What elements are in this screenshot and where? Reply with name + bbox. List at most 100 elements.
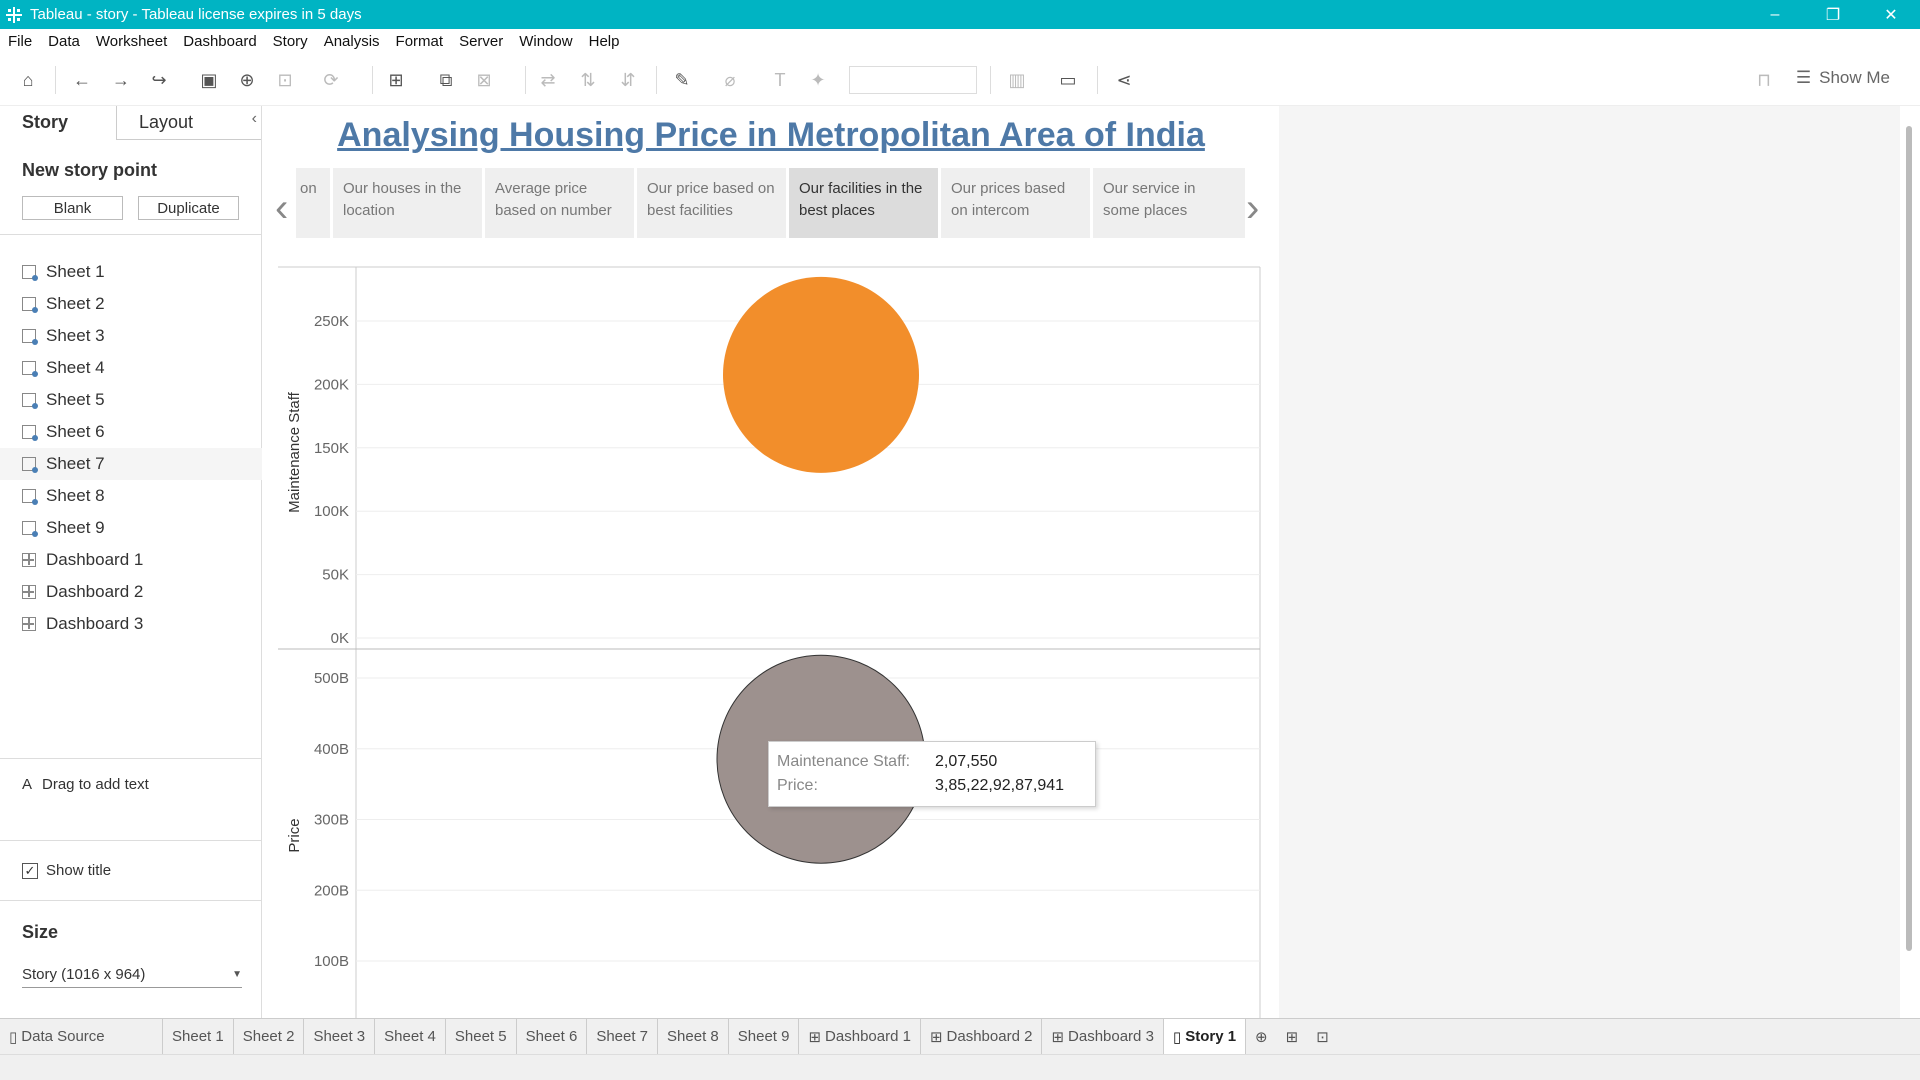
dashboard-item-1[interactable]: Dashboard 1 bbox=[0, 544, 262, 576]
tab-story-1[interactable]: ▯ Story 1 bbox=[1163, 1018, 1247, 1055]
data-point-circle bbox=[723, 276, 919, 473]
new-dashboard-tab-icon[interactable]: ⊞ bbox=[1285, 1028, 1299, 1046]
tab-sheet-7[interactable]: Sheet 7 bbox=[587, 1018, 659, 1055]
dashboard-label: Dashboard 2 bbox=[46, 582, 144, 601]
tab-sheet-1[interactable]: Sheet 1 bbox=[163, 1018, 234, 1055]
y-tick-label: 400B bbox=[314, 741, 349, 758]
show-cards-icon[interactable]: ▥ bbox=[1008, 69, 1026, 90]
home-icon[interactable]: ⌂ bbox=[22, 69, 34, 90]
menu-bar: File Data Worksheet Dashboard Story Anal… bbox=[0, 29, 1920, 54]
save-icon[interactable]: ▣ bbox=[200, 69, 218, 90]
tab-sheet-5[interactable]: Sheet 5 bbox=[446, 1018, 517, 1055]
tab-dashboard-3[interactable]: ⊞ Dashboard 3 bbox=[1042, 1018, 1164, 1055]
group-icon[interactable]: ⌀ bbox=[724, 69, 736, 90]
tab-sheet-8[interactable]: Sheet 8 bbox=[658, 1018, 729, 1055]
tab-sheet-3[interactable]: Sheet 3 bbox=[304, 1018, 376, 1055]
sort-ascending-icon[interactable]: ⇅ bbox=[580, 69, 596, 90]
title-bar: Tableau - story - Tableau license expire… bbox=[0, 0, 1920, 29]
dashboard-item-3[interactable]: Dashboard 3 bbox=[0, 608, 262, 640]
swap-icon[interactable]: ⇄ bbox=[540, 69, 556, 90]
tab-label: Dashboard 3 bbox=[1068, 1028, 1154, 1045]
tooltip-key: Price: bbox=[777, 777, 818, 794]
story-point-2[interactable]: Average price based on number bbox=[485, 168, 634, 238]
close-button[interactable]: ✕ bbox=[1884, 6, 1898, 24]
next-story-point-icon[interactable]: › bbox=[1246, 186, 1260, 230]
drag-to-add-text[interactable]: A Drag to add text bbox=[22, 776, 149, 793]
sort-descending-icon[interactable]: ⇵ bbox=[620, 69, 636, 90]
story-point-4[interactable]: Our facilities in the best places bbox=[789, 168, 938, 238]
tab-label: Dashboard 1 bbox=[825, 1028, 911, 1045]
tab-dashboard-1[interactable]: ⊞ Dashboard 1 bbox=[799, 1018, 921, 1055]
sheet-item-4[interactable]: Sheet 4 bbox=[0, 352, 262, 384]
story-point-1[interactable]: Our houses in the location bbox=[333, 168, 482, 238]
sheet-item-6[interactable]: Sheet 6 bbox=[0, 416, 262, 448]
worksheet-icon bbox=[22, 265, 38, 281]
story-point-0[interactable]: on bbox=[296, 168, 330, 238]
menu-window[interactable]: Window bbox=[519, 33, 573, 50]
tab-data-source[interactable]: ▯ Data Source bbox=[0, 1018, 163, 1055]
blank-button[interactable]: Blank bbox=[22, 196, 123, 220]
labels-icon[interactable]: T bbox=[774, 69, 786, 90]
pin-icon[interactable]: ⊓ bbox=[1756, 69, 1772, 90]
story-point-3[interactable]: Our price based on best facilities bbox=[637, 168, 786, 238]
show-title-checkbox[interactable]: ✓ Show title bbox=[22, 862, 111, 879]
new-data-source-icon[interactable]: ⊕ bbox=[239, 69, 255, 90]
y-tick-label: 100K bbox=[314, 503, 349, 520]
share-icon[interactable]: ⋖ bbox=[1116, 69, 1132, 90]
undo-icon[interactable]: ← bbox=[73, 69, 91, 90]
tab-dashboard-2[interactable]: ⊞ Dashboard 2 bbox=[921, 1018, 1043, 1055]
tab-sheet-9[interactable]: Sheet 9 bbox=[729, 1018, 800, 1055]
menu-data[interactable]: Data bbox=[48, 33, 80, 50]
tab-sheet-4[interactable]: Sheet 4 bbox=[375, 1018, 446, 1055]
tab-layout[interactable]: Layout bbox=[117, 106, 234, 140]
previous-story-point-icon[interactable]: ‹ bbox=[275, 186, 289, 230]
highlight-icon[interactable]: ✎ bbox=[674, 69, 690, 90]
story-point-5[interactable]: Our prices based on intercom bbox=[941, 168, 1090, 238]
restore-button[interactable]: ❐ bbox=[1825, 6, 1841, 24]
tab-sheet-2[interactable]: Sheet 2 bbox=[234, 1018, 305, 1055]
redo-icon[interactable]: → bbox=[112, 69, 130, 90]
pause-updates-icon[interactable]: ⊡ bbox=[277, 69, 293, 90]
text-icon: A bbox=[22, 776, 33, 793]
tab-story[interactable]: Story bbox=[0, 106, 117, 140]
duplicate-sheet-icon[interactable]: ⧉ bbox=[439, 69, 453, 90]
story-point-6[interactable]: Our service in some places bbox=[1093, 168, 1245, 238]
new-worksheet-icon[interactable]: ⊞ bbox=[388, 69, 404, 90]
menu-format[interactable]: Format bbox=[395, 33, 444, 50]
menu-dashboard[interactable]: Dashboard bbox=[183, 33, 257, 50]
sheet-label: Sheet 3 bbox=[46, 326, 105, 345]
sheet-item-8[interactable]: Sheet 8 bbox=[0, 480, 262, 512]
menu-file[interactable]: File bbox=[8, 33, 33, 50]
sheet-item-2[interactable]: Sheet 2 bbox=[0, 288, 262, 320]
duplicate-button[interactable]: Duplicate bbox=[138, 196, 239, 220]
vertical-scrollbar[interactable] bbox=[1900, 106, 1920, 1018]
dashboard-item-2[interactable]: Dashboard 2 bbox=[0, 576, 262, 608]
menu-analysis[interactable]: Analysis bbox=[323, 33, 380, 50]
y-tick-label: 50K bbox=[322, 567, 349, 584]
minimize-button[interactable]: – bbox=[1770, 5, 1780, 23]
menu-server[interactable]: Server bbox=[459, 33, 504, 50]
clear-sheet-icon[interactable]: ⊠ bbox=[476, 69, 492, 90]
new-worksheet-tab-icon[interactable]: ⊕ bbox=[1255, 1028, 1268, 1046]
sheet-item-9[interactable]: Sheet 9 bbox=[0, 512, 262, 544]
menu-worksheet[interactable]: Worksheet bbox=[95, 33, 168, 50]
fit-select[interactable] bbox=[849, 66, 977, 94]
sheet-item-3[interactable]: Sheet 3 bbox=[0, 320, 262, 352]
sheet-item-7[interactable]: Sheet 7 bbox=[0, 448, 262, 480]
menu-help[interactable]: Help bbox=[588, 33, 620, 50]
size-value: Story (1016 x 964) bbox=[22, 966, 146, 983]
size-dropdown[interactable]: Story (1016 x 964) ▼ bbox=[22, 962, 242, 988]
sheet-item-5[interactable]: Sheet 5 bbox=[0, 384, 262, 416]
toolbar: ⌂ ← → ↪ ▣ ⊕ ⊡ ⟳ ⊞ ⧉ ⊠ ⇄ ⇅ ⇵ ✎ ⌀ T ✦ ▥ ▭ … bbox=[0, 54, 1920, 106]
show-me-button[interactable]: ☰ Show Me bbox=[1796, 68, 1890, 88]
replay-icon[interactable]: ↪ bbox=[151, 69, 167, 90]
menu-story[interactable]: Story bbox=[272, 33, 308, 50]
new-story-tab-icon[interactable]: ⊡ bbox=[1316, 1028, 1329, 1046]
presentation-mode-icon[interactable]: ▭ bbox=[1059, 69, 1077, 90]
collapse-panel-icon[interactable]: ‹ bbox=[251, 110, 257, 127]
fix-axes-icon[interactable]: ✦ bbox=[810, 69, 826, 90]
tab-sheet-6[interactable]: Sheet 6 bbox=[517, 1018, 588, 1055]
sheet-item-1[interactable]: Sheet 1 bbox=[0, 256, 262, 288]
sheet-label: Sheet 5 bbox=[46, 390, 105, 409]
refresh-icon[interactable]: ⟳ bbox=[323, 69, 339, 90]
